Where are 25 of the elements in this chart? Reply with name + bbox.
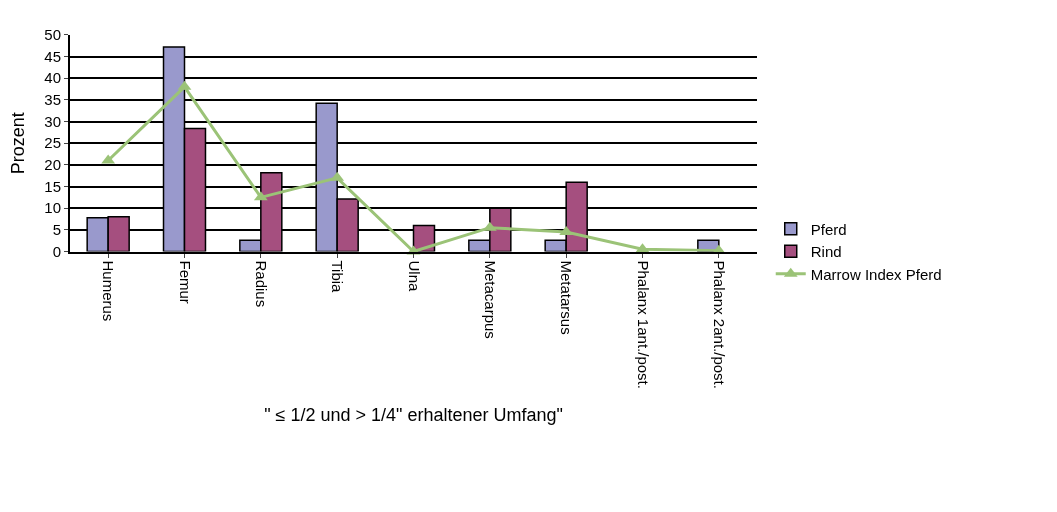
y-tick-label: 10 — [44, 199, 61, 217]
legend-label: Marrow Index Pferd — [810, 265, 942, 283]
legend-label: Rind — [810, 243, 842, 261]
x-tick-label: Phalanx 1ant./post. — [634, 260, 652, 389]
x-tick-label: Humerus — [100, 260, 118, 322]
y-tick-label: 20 — [44, 156, 61, 174]
x-tick-label: Femur — [176, 260, 194, 304]
x-tick-label: Tibia — [329, 260, 347, 294]
y-tick-label: 5 — [52, 221, 61, 239]
x-axis-title: " ≤ 1/2 und > 1/4" erhaltener Umfang" — [264, 404, 563, 425]
x-tick-label: Ulna — [405, 260, 423, 293]
y-axis-title: Prozent — [8, 112, 29, 175]
y-tick-label: 15 — [44, 177, 61, 195]
x-tick-label: Radius — [252, 260, 270, 308]
y-tick-label: 0 — [52, 242, 61, 260]
legend-label: Pferd — [810, 220, 847, 238]
y-tick-label: 30 — [44, 112, 61, 130]
y-tick-label: 45 — [44, 47, 61, 65]
y-tick-label: 40 — [44, 69, 61, 87]
x-tick-label: Phalanx 2ant./post. — [710, 260, 728, 389]
y-tick-label: 35 — [44, 91, 61, 109]
x-tick-label: Metatarsus — [558, 260, 576, 335]
x-tick-label: Metacarpus — [481, 260, 499, 339]
y-tick-label: 50 — [44, 26, 61, 44]
y-tick-label: 25 — [44, 134, 61, 152]
